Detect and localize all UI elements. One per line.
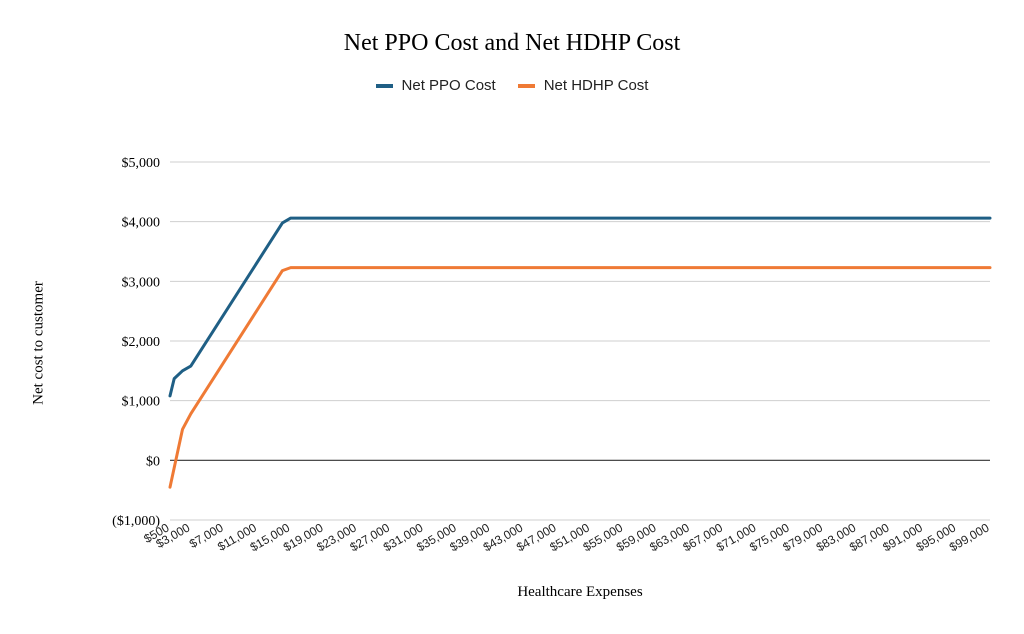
legend-label-hdhp: Net HDHP Cost (543, 77, 649, 94)
legend: Net PPO Cost Net HDHP Cost (0, 77, 1024, 94)
y-tick-label: $2,000 (122, 335, 161, 350)
y-tick-label: $4,000 (122, 216, 161, 231)
y-tick-label: $5,000 (122, 156, 161, 171)
legend-item-ppo: Net PPO Cost (375, 77, 496, 94)
chart-title: Net PPO Cost and Net HDHP Cost (343, 30, 681, 56)
legend-item-hdhp: Net HDHP Cost (517, 77, 649, 94)
series-line-hdhp (168, 266, 992, 489)
legend-swatch-ppo (375, 83, 393, 88)
y-tick-label: $3,000 (122, 275, 161, 290)
y-tick-label: $0 (146, 454, 160, 469)
series-line-ppo (168, 216, 992, 398)
legend-label-ppo: Net PPO Cost (401, 77, 496, 94)
legend-swatch-hdhp (517, 83, 535, 88)
x-axis-label: Healthcare Expenses (517, 584, 643, 600)
y-axis-label: Net cost to customer (30, 281, 47, 405)
y-tick-label: $1,000 (122, 395, 161, 410)
y-tick-label: ($1,000) (112, 514, 160, 529)
